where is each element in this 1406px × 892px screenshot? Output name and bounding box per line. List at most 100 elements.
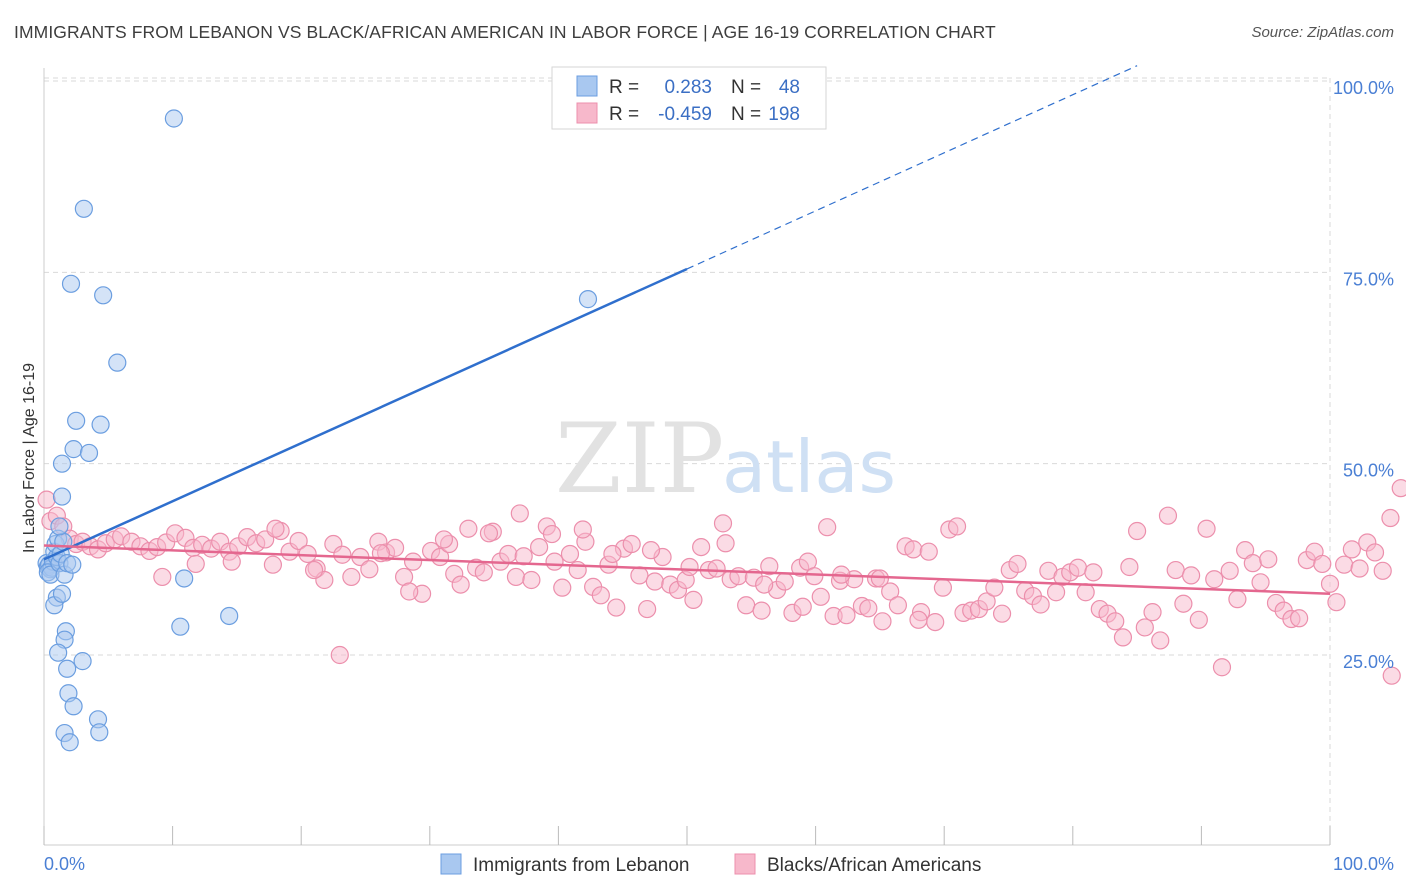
pink-point-179 (266, 519, 285, 538)
legend-n-label-2: N = (731, 104, 761, 125)
pink-point-70 (607, 598, 626, 617)
y-axis-title: In Labor Force | Age 16-19 (21, 363, 38, 553)
pink-point-73 (630, 566, 649, 585)
pink-point-142 (1143, 603, 1162, 622)
bottom-legend-swatch-pink (734, 853, 756, 875)
pink-point-107 (881, 582, 900, 601)
pink-point-127 (1031, 595, 1050, 614)
pink-point-174 (1391, 479, 1406, 498)
pink-point-80 (684, 590, 703, 609)
pink-point-153 (1228, 590, 1247, 609)
axes (43, 68, 1331, 846)
y-tick-label-50: 50.0% (1343, 461, 1394, 481)
legend-r-value-1: 0.283 (664, 77, 712, 98)
blue-point-33 (578, 290, 598, 309)
pink-point-60 (530, 537, 549, 557)
pink-point-172 (1373, 561, 1392, 580)
pink-point-148 (1189, 610, 1208, 629)
pink-point-132 (1068, 558, 1088, 577)
pink-point-186 (510, 504, 529, 523)
pink-point-116 (947, 517, 967, 536)
pink-point-36 (333, 545, 352, 564)
x-tick-labels: 0.0% 100.0% (44, 854, 1394, 874)
legend-swatch-pink (576, 102, 598, 124)
blue-point-15 (50, 517, 69, 536)
blue-point-28 (108, 353, 127, 372)
legend-r-label-2: R = (609, 104, 639, 125)
blue-point-37 (73, 652, 92, 671)
pink-point-90 (760, 557, 779, 576)
pink-point-44 (403, 552, 423, 571)
pink-point-145 (1166, 560, 1185, 580)
pink-point-194 (793, 597, 812, 616)
pink-point-92 (775, 572, 794, 591)
blue-point-40 (64, 697, 83, 716)
pink-point-56 (499, 544, 518, 564)
bottom-legend-label-blue: Immigrants from Lebanon (473, 855, 690, 876)
blue-point-32 (164, 109, 183, 128)
pink-point-97 (811, 587, 830, 606)
pink-point-166 (1327, 593, 1346, 612)
blue-point-26 (67, 411, 86, 430)
y-tick-label-100: 100.0% (1333, 78, 1394, 98)
pink-point-139 (1120, 557, 1139, 577)
blue-point-46 (220, 606, 239, 626)
pink-point-75 (645, 572, 664, 591)
pink-point-134 (1084, 563, 1103, 582)
pink-point-156 (1251, 573, 1270, 592)
pink-point-106 (873, 612, 892, 631)
legend-n-value-2: 198 (768, 104, 800, 125)
pink-point-147 (1182, 566, 1201, 585)
pink-point-157 (1259, 550, 1278, 569)
pink-point-167 (1335, 555, 1354, 574)
trend-line-pink (43, 544, 1331, 596)
blue-point-24 (64, 440, 83, 459)
pink-point-146 (1174, 594, 1193, 613)
pink-point-37 (342, 567, 361, 587)
pink-point-63 (553, 578, 572, 597)
trend-lines (43, 65, 1331, 596)
pink-point-197 (909, 610, 928, 629)
pink-point-173 (1381, 508, 1400, 528)
pink-point-89 (752, 601, 771, 620)
pink-point-183 (400, 582, 419, 601)
blue-point-23 (52, 454, 72, 473)
pink-point-104 (859, 599, 878, 618)
blue-point-30 (94, 286, 113, 305)
series-immigrants-from-lebanon (37, 109, 598, 752)
blue-point-47 (175, 569, 194, 588)
pink-point-57 (506, 567, 526, 587)
blue-point-44 (90, 723, 109, 742)
legend-n-label-1: N = (731, 77, 761, 98)
pink-point-188 (573, 520, 592, 539)
pink-point-175 (1382, 666, 1401, 685)
pink-point-189 (603, 544, 622, 564)
pink-point-176 (153, 567, 172, 587)
pink-point-138 (1113, 628, 1133, 647)
blue-point-36 (49, 643, 68, 662)
blue-point-29 (61, 274, 81, 293)
pink-point-168 (1342, 540, 1361, 559)
pink-point-122 (992, 604, 1012, 623)
chart-title: IMMIGRANTS FROM LEBANON VS BLACK/AFRICAN… (14, 22, 996, 42)
pink-point-140 (1127, 521, 1147, 541)
pink-point-180 (304, 560, 324, 580)
x-tick-label-start: 0.0% (44, 854, 85, 874)
pink-point-171 (1365, 543, 1385, 562)
pink-point-164 (1313, 554, 1332, 574)
pink-point-87 (737, 596, 756, 615)
pink-point-177 (186, 554, 205, 574)
pink-point-72 (622, 534, 641, 554)
bottom-legend-swatch-blue (440, 853, 462, 875)
blue-point-27 (91, 415, 110, 434)
y-tick-labels: 25.0% 50.0% 75.0% 100.0% (1333, 78, 1394, 672)
y-tick-label-25: 25.0% (1343, 652, 1394, 672)
blue-point-18 (52, 584, 72, 603)
pink-point-143 (1151, 631, 1170, 650)
blue-point-45 (171, 617, 190, 636)
bottom-legend-label-pink: Blacks/African Americans (767, 855, 981, 876)
pink-point-51 (459, 519, 478, 538)
pink-point-112 (919, 542, 938, 561)
pink-point-196 (870, 569, 890, 588)
